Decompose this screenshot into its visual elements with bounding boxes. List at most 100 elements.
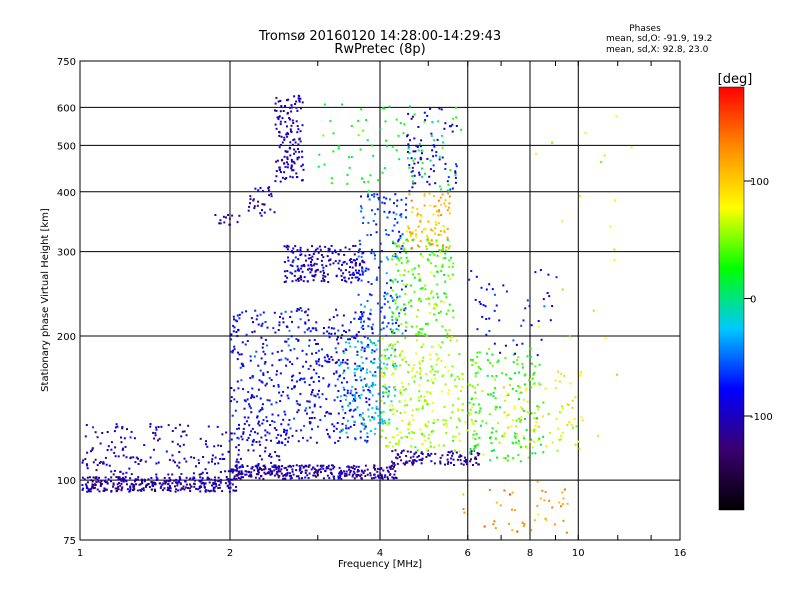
data-point (251, 388, 253, 390)
data-point (398, 444, 400, 446)
data-point (429, 205, 431, 207)
data-point (517, 356, 519, 358)
data-point (433, 275, 435, 277)
data-point (178, 467, 180, 469)
data-point (250, 360, 252, 362)
data-point (455, 436, 457, 438)
data-point (425, 246, 427, 248)
data-point (395, 303, 397, 305)
data-point (452, 316, 454, 318)
data-point (292, 139, 294, 141)
data-point (292, 465, 294, 467)
data-point (422, 328, 424, 330)
data-point (386, 364, 388, 366)
data-point (264, 363, 266, 365)
data-point (391, 465, 393, 467)
data-point (561, 220, 563, 222)
data-point (406, 262, 408, 264)
data-point (270, 193, 272, 195)
data-point (409, 460, 411, 462)
data-point (280, 121, 282, 123)
data-point (421, 459, 423, 461)
data-point (230, 387, 232, 389)
y-tick-label: 500 (57, 141, 76, 152)
data-point (409, 421, 411, 423)
data-point (175, 427, 177, 429)
data-point (555, 379, 557, 381)
data-point (261, 325, 263, 327)
data-point (537, 409, 539, 411)
data-point (212, 454, 214, 456)
data-point (456, 340, 458, 342)
data-point (495, 406, 497, 408)
data-point (208, 426, 210, 428)
data-point (316, 263, 318, 265)
data-point (328, 333, 330, 335)
data-point (404, 399, 406, 401)
data-point (214, 479, 216, 481)
x-tick-label: 1 (77, 548, 83, 559)
data-point (266, 345, 268, 347)
data-point (351, 261, 353, 263)
data-point (562, 408, 564, 410)
data-point (143, 444, 145, 446)
data-point (186, 477, 188, 479)
data-point (256, 473, 258, 475)
data-point (368, 404, 370, 406)
data-point (290, 349, 292, 351)
data-point (376, 277, 378, 279)
data-point (424, 173, 426, 175)
data-point (283, 171, 285, 173)
data-point (259, 424, 261, 426)
data-point (289, 472, 291, 474)
data-point (421, 216, 423, 218)
data-point (340, 395, 342, 397)
data-point (333, 262, 335, 264)
data-point (505, 345, 507, 347)
data-point (306, 474, 308, 476)
data-point (274, 427, 276, 429)
data-point (487, 359, 489, 361)
data-point (313, 369, 315, 371)
data-point (412, 274, 414, 276)
data-point (400, 257, 402, 259)
data-point (185, 481, 187, 483)
data-point (436, 293, 438, 295)
data-point (354, 337, 356, 339)
data-point (604, 155, 606, 157)
data-point (176, 482, 178, 484)
data-point (458, 353, 460, 355)
data-point (546, 519, 548, 521)
data-point (556, 276, 558, 278)
data-point (280, 435, 282, 437)
data-point (388, 471, 390, 473)
data-point (448, 260, 450, 262)
data-point (299, 404, 301, 406)
data-point (300, 253, 302, 255)
data-point (405, 322, 407, 324)
data-point (447, 393, 449, 395)
data-point (284, 281, 286, 283)
data-point (361, 313, 363, 315)
data-point (262, 190, 264, 192)
data-point (516, 359, 518, 361)
data-point (429, 193, 431, 195)
data-point (235, 410, 237, 412)
data-point (275, 402, 277, 404)
data-point (441, 266, 443, 268)
data-point (347, 392, 349, 394)
data-point (302, 350, 304, 352)
data-point (417, 309, 419, 311)
data-point (256, 465, 258, 467)
data-point (430, 160, 432, 162)
data-point (99, 462, 101, 464)
data-point (528, 457, 530, 459)
data-point (442, 375, 444, 377)
data-point (371, 294, 373, 296)
data-point (402, 245, 404, 247)
data-point (326, 429, 328, 431)
data-point (535, 153, 537, 155)
data-point (530, 386, 532, 388)
data-point (327, 475, 329, 477)
data-point (365, 119, 367, 121)
